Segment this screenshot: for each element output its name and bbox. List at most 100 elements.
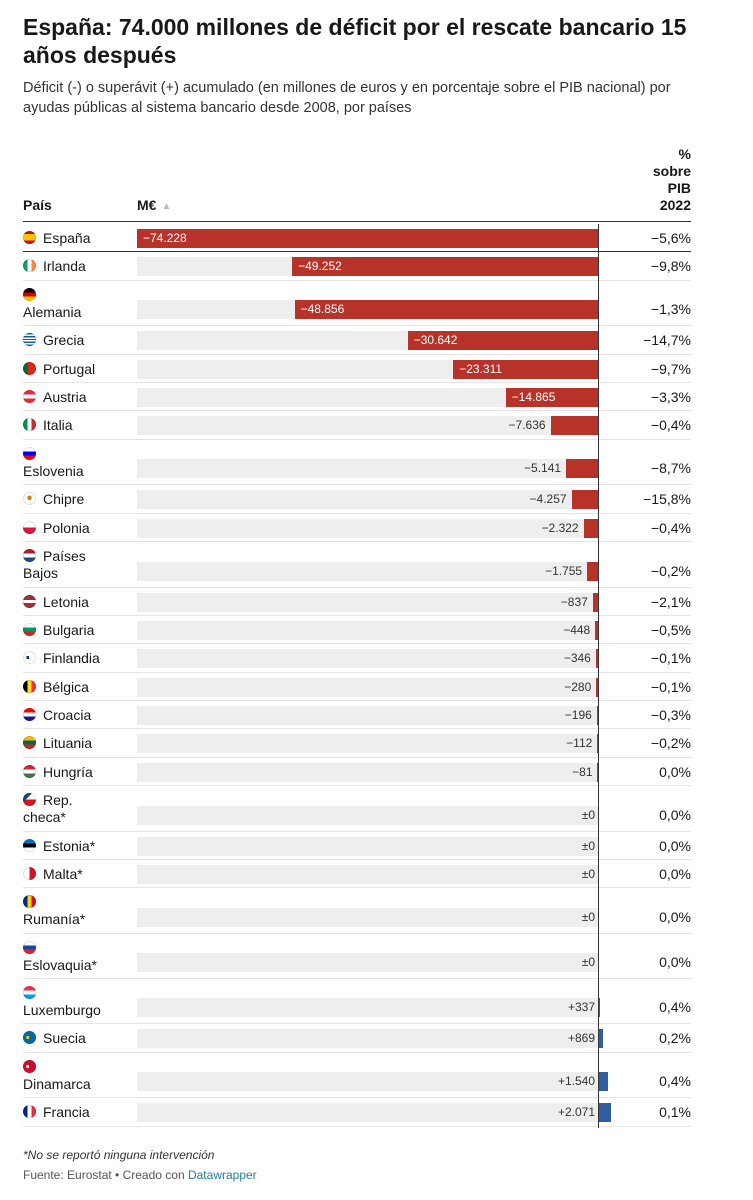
bar-value-label: −30.642 [413,333,458,347]
pct-gdp-cell: −15,8% [643,491,691,507]
table-row: Grecia −30.642 −14,7% [0,326,753,355]
pct-gdp-cell: 0,2% [659,1030,691,1046]
bar[interactable] [598,998,601,1017]
bar-value-label: ±0 [581,955,595,969]
country-cell: Eslovenia [23,446,131,480]
country-name: Dinamarca [23,1076,91,1092]
bar[interactable] [598,1103,611,1122]
table-row: Austria −14.865 −3,3% [0,383,753,411]
bar-value-label: −1.755 [545,564,583,578]
bar[interactable] [583,519,598,538]
bar-value-label: ±0 [581,808,595,822]
pct-gdp-cell: 0,0% [659,866,691,882]
row-divider [23,785,691,786]
flag-dk-icon [23,1060,36,1073]
bar[interactable] [592,593,598,612]
pct-gdp-cell: 0,0% [659,954,691,970]
flag-nl-icon [23,549,36,562]
bar-value-label: −81 [572,765,593,779]
pct-gdp-cell: 0,4% [659,1073,691,1089]
row-divider [23,325,691,326]
row-divider [23,513,691,514]
triangle-up-icon[interactable]: ▲ [161,201,172,212]
country-cell: Croacia [23,707,131,724]
country-cell: Polonia [23,520,131,537]
country-cell: Portugal [23,361,131,378]
column-header-value[interactable]: M€ ▲ [137,197,171,215]
country-cell: Estonia* [23,838,131,855]
bar-track [137,416,598,435]
bar-value-label: ±0 [581,839,595,853]
country-name: Lituania [43,735,93,751]
column-header-pct-line: sobre [652,163,691,179]
flag-hu-icon [23,765,36,778]
country-name: Rep. checa* [23,792,73,825]
flag-gr-icon [23,333,36,346]
flag-cy-icon [23,492,36,505]
row-divider [23,700,691,701]
column-header-country[interactable]: País [23,197,52,213]
bar-value-label: −23.311 [459,362,503,376]
column-header-pct-line: 2022 [659,197,691,213]
bar[interactable] [595,649,598,668]
bar-track [137,562,598,581]
column-header-pct[interactable]: % sobre PIB 2022 [611,146,691,214]
bar[interactable] [294,300,598,319]
country-name: Grecia [43,332,85,348]
bar[interactable] [587,562,598,581]
pct-gdp-cell: −0,4% [650,520,691,536]
pct-gdp-cell: 0,1% [659,1104,691,1120]
flag-hr-icon [23,708,36,721]
country-cell: Irlanda [23,258,131,275]
bar[interactable] [292,257,598,276]
flag-mt-icon [23,867,36,880]
source-text: Fuente: Eurostat • Creado con [23,1168,188,1182]
bar[interactable] [453,360,598,379]
bar[interactable] [598,1029,604,1048]
country-name: Luxemburgo [23,1002,101,1018]
country-cell: Grecia [23,332,131,349]
bar[interactable] [595,621,598,640]
bar-track [137,706,598,725]
country-name: Polonia [43,520,90,536]
pct-gdp-cell: −0,1% [650,679,691,695]
row-divider [23,251,691,252]
country-cell: Rep. checa* [23,792,93,826]
bar[interactable] [566,459,598,478]
bar[interactable] [550,416,598,435]
bar-value-label: +337 [567,1000,595,1014]
bar-track [137,953,598,972]
table-row: Bélgica −280 −0,1% [0,673,753,701]
bar-value-label: −346 [563,651,591,665]
country-cell: Bélgica [23,679,131,696]
bar-value-label: −49.252 [298,259,342,273]
country-cell: Malta* [23,866,131,883]
header-divider [23,221,691,222]
country-cell: Eslovaquia* [23,940,131,974]
flag-ro-icon [23,895,36,908]
table-row: España −74.228 −5,6% [0,224,753,252]
bar[interactable] [571,490,598,509]
flag-fi-icon [23,651,36,664]
bar-value-label: −5.141 [524,461,562,475]
bar[interactable] [137,229,598,248]
datawrapper-link[interactable]: Datawrapper [187,1168,257,1182]
flag-it-icon [23,418,36,431]
bar[interactable] [407,331,598,350]
bar[interactable] [596,678,598,697]
country-name: Irlanda [43,258,86,274]
country-cell: Países Bajos [23,548,93,582]
bar[interactable] [505,388,598,407]
bar[interactable] [596,706,599,725]
bar[interactable] [598,1072,608,1091]
country-cell: Italia [23,417,131,434]
row-divider [23,1023,691,1024]
pct-gdp-cell: −9,8% [650,258,691,274]
pct-gdp-cell: 0,0% [659,764,691,780]
bar-value-label: −14.865 [511,390,556,404]
pct-gdp-cell: −0,2% [650,735,691,751]
country-name: Rumanía* [23,911,86,927]
bar-value-label: −4.257 [529,492,567,506]
country-cell: Finlandia [23,650,131,667]
